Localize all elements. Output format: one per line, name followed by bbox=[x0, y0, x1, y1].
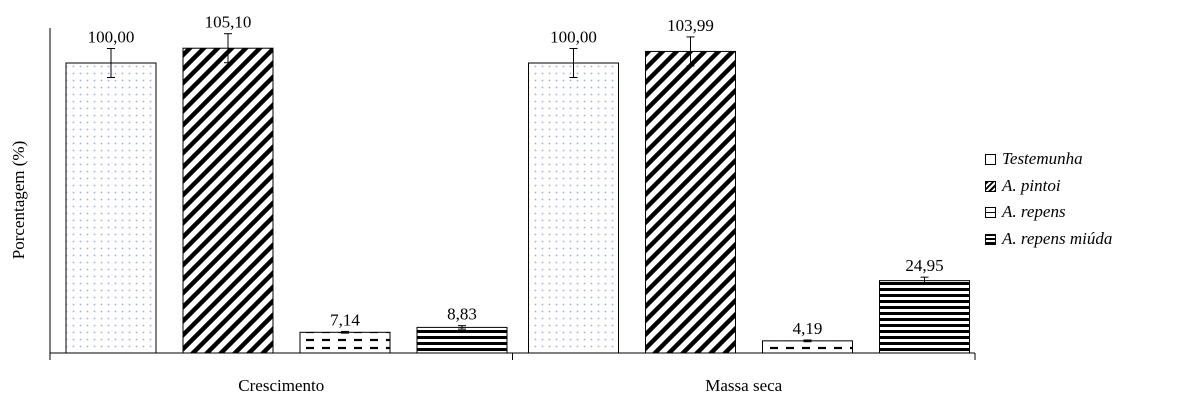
legend-item: A. repens miúda bbox=[985, 229, 1112, 249]
data-label: 4,19 bbox=[793, 319, 823, 338]
bar bbox=[182, 47, 274, 354]
bar bbox=[416, 326, 508, 354]
legend-swatch bbox=[985, 233, 996, 245]
legend-label: A. repens bbox=[1002, 202, 1066, 221]
legend-swatch bbox=[985, 153, 996, 165]
data-label: 100,00 bbox=[88, 28, 135, 47]
error-bars-group bbox=[107, 33, 929, 343]
error-bar bbox=[569, 48, 578, 78]
bar bbox=[528, 62, 619, 354]
bar bbox=[645, 50, 736, 354]
error-bar bbox=[224, 33, 232, 64]
y-axis-label: Porcentagem (%) bbox=[9, 141, 28, 259]
data-label: 105,10 bbox=[205, 13, 252, 32]
data-label: 7,14 bbox=[330, 310, 360, 329]
bars-group bbox=[65, 47, 970, 354]
legend-label: Testemunha bbox=[1002, 149, 1083, 168]
data-label: 24,95 bbox=[905, 256, 943, 275]
legend-swatch bbox=[985, 180, 996, 192]
error-bar bbox=[920, 276, 929, 285]
legend-swatch bbox=[985, 206, 996, 218]
error-bar bbox=[803, 339, 812, 343]
error-bar bbox=[686, 36, 695, 67]
bar bbox=[879, 280, 970, 354]
error-bar bbox=[458, 325, 466, 330]
category-label: Massa seca bbox=[705, 376, 782, 395]
bar bbox=[762, 340, 853, 354]
legend-item: Testemunha bbox=[985, 149, 1083, 169]
value-labels-group: 100,00 105,10 7,14 8,83 100,00 103,99 4,19 24,9… bbox=[88, 13, 944, 338]
category-labels-group: Crescimento Massa seca bbox=[238, 376, 782, 395]
data-label: 103,99 bbox=[667, 16, 714, 35]
data-label: 100,00 bbox=[550, 28, 597, 47]
data-label: 8,83 bbox=[447, 305, 477, 324]
legend-label: A. pintoi bbox=[1002, 176, 1061, 195]
legend-item: A. repens bbox=[985, 202, 1066, 222]
bar bbox=[299, 331, 391, 354]
category-label: Crescimento bbox=[238, 376, 324, 395]
bar bbox=[65, 62, 157, 354]
error-bar bbox=[341, 330, 349, 334]
error-bar bbox=[107, 48, 115, 78]
legend-item: A. pintoi bbox=[985, 176, 1061, 196]
legend-label: A. repens miúda bbox=[1002, 229, 1113, 248]
